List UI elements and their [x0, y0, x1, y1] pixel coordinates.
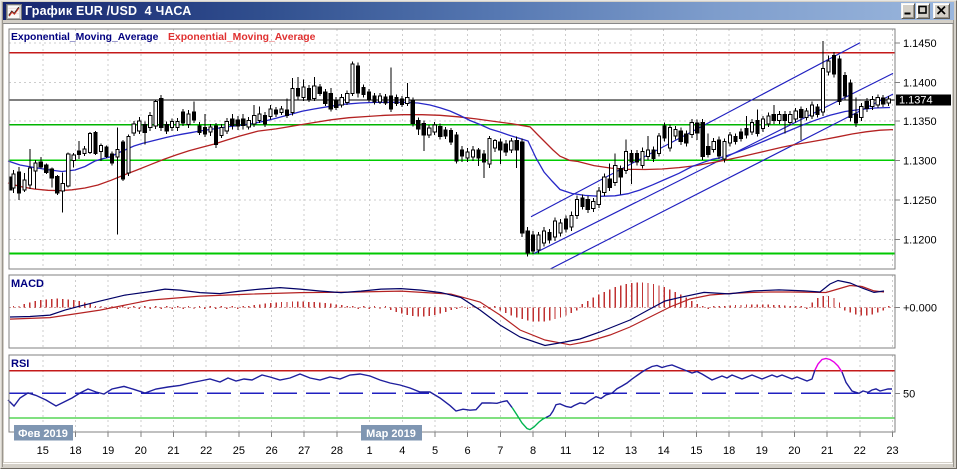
svg-text:MACD: MACD: [11, 278, 44, 290]
svg-text:+0.000: +0.000: [903, 303, 937, 315]
svg-text:1.1450: 1.1450: [903, 38, 937, 50]
svg-text:20: 20: [788, 445, 800, 457]
svg-text:Exponential_Moving_Average: Exponential_Moving_Average: [168, 32, 316, 43]
svg-text:19: 19: [756, 445, 768, 457]
svg-text:1.1374: 1.1374: [899, 95, 933, 107]
svg-text:15: 15: [37, 445, 49, 457]
svg-text:1.1250: 1.1250: [903, 195, 937, 207]
svg-text:21: 21: [167, 445, 179, 457]
svg-text:Мар 2019: Мар 2019: [366, 428, 416, 440]
svg-text:12: 12: [592, 445, 604, 457]
svg-text:1.1200: 1.1200: [903, 234, 937, 246]
svg-text:15: 15: [690, 445, 702, 457]
svg-text:26: 26: [265, 445, 277, 457]
svg-text:RSI: RSI: [11, 358, 29, 370]
svg-text:1.1400: 1.1400: [903, 78, 937, 90]
svg-text:11: 11: [560, 445, 571, 457]
svg-text:18: 18: [723, 445, 735, 457]
svg-text:25: 25: [233, 445, 245, 457]
svg-text:14: 14: [658, 445, 670, 457]
svg-text:8: 8: [530, 445, 536, 457]
svg-text:21: 21: [821, 445, 833, 457]
svg-text:20: 20: [135, 445, 147, 457]
svg-text:50: 50: [903, 388, 915, 400]
svg-text:4: 4: [399, 445, 405, 457]
svg-text:19: 19: [102, 445, 114, 457]
svg-text:1.1300: 1.1300: [903, 155, 937, 167]
svg-text:13: 13: [625, 445, 637, 457]
svg-text:Фев 2019: Фев 2019: [18, 428, 68, 440]
svg-text:18: 18: [69, 445, 81, 457]
svg-text:22: 22: [854, 445, 866, 457]
svg-text:7: 7: [497, 445, 503, 457]
svg-text:27: 27: [298, 445, 310, 457]
svg-text:23: 23: [886, 445, 898, 457]
svg-text:Exponential_Moving_Average: Exponential_Moving_Average: [11, 32, 159, 43]
svg-text:5: 5: [432, 445, 438, 457]
svg-text:22: 22: [200, 445, 212, 457]
svg-text:6: 6: [465, 445, 471, 457]
svg-text:28: 28: [331, 445, 343, 457]
svg-text:1: 1: [367, 445, 373, 457]
svg-text:1.1350: 1.1350: [903, 116, 937, 128]
